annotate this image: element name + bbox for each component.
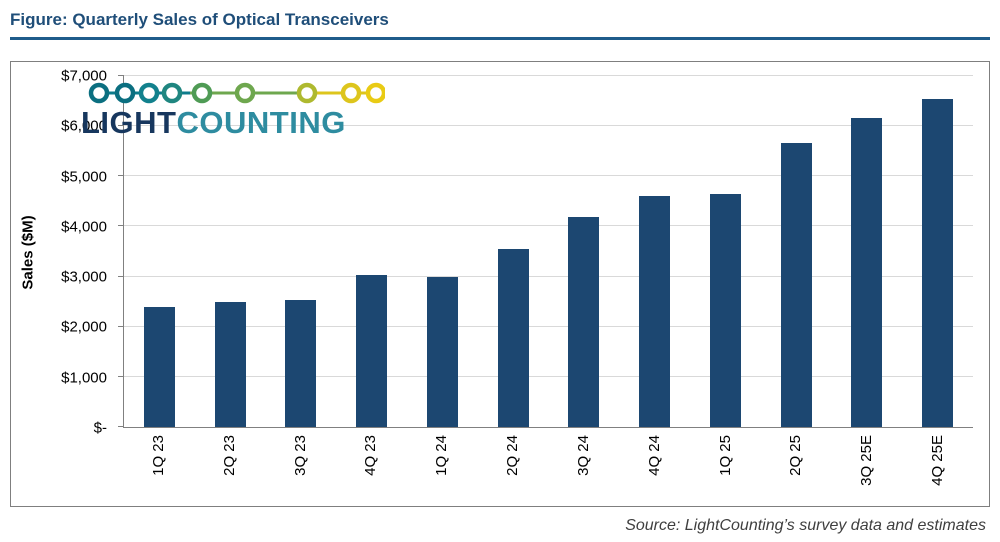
source-note: Source: LightCounting’s survey data and … [625, 517, 986, 534]
lightcounting-logo-text: LIGHTCOUNTING [81, 105, 401, 140]
logo-fiber-node [114, 82, 136, 104]
bar-slot [549, 76, 620, 427]
bar [639, 196, 671, 427]
gridline [124, 275, 973, 277]
gridline [124, 375, 973, 377]
x-label-slot: 1Q 25 [690, 428, 761, 506]
y-tick-label: $4,000 [61, 218, 107, 236]
bar-slot [619, 76, 690, 427]
gridline [124, 125, 973, 127]
bar [851, 117, 883, 427]
bar [285, 300, 317, 427]
y-tick-label: $- [93, 419, 107, 437]
y-tick-mark [118, 426, 124, 427]
x-tick-label: 2Q 23 [220, 435, 238, 476]
x-tick-label: 4Q 24 [645, 435, 663, 476]
lightcounting-logo-graphic [88, 82, 385, 104]
y-tick-mark [118, 175, 124, 177]
y-tick-mark [118, 375, 124, 377]
logo-fiber-node [234, 82, 256, 104]
y-tick-mark [118, 75, 124, 76]
figure-header: Figure: Quarterly Sales of Optical Trans… [10, 0, 990, 40]
y-tick-label: $5,000 [61, 168, 107, 186]
y-axis-title: Sales ($M) [11, 76, 45, 428]
x-tick-label: 2Q 25 [787, 435, 805, 476]
bar-slot [266, 76, 337, 427]
bar [568, 216, 600, 427]
logo-text-counting: COUNTING [176, 105, 346, 140]
x-tick-label: 1Q 23 [149, 435, 167, 476]
bar [356, 274, 388, 427]
x-tick-label: 1Q 24 [433, 435, 451, 476]
x-tick-label: 4Q 25E [929, 435, 947, 486]
gridline [124, 75, 973, 76]
bar [780, 143, 812, 427]
y-tick-label: $1,000 [61, 369, 107, 387]
bar [497, 248, 529, 427]
y-tick-mark [118, 125, 124, 127]
x-label-slot: 2Q 23 [194, 428, 265, 506]
logo-fiber-node [365, 82, 385, 104]
bar-slot [761, 76, 832, 427]
gridline [124, 175, 973, 177]
y-tick-mark [118, 275, 124, 277]
bar-slot [124, 76, 195, 427]
logo-fiber-node [161, 82, 183, 104]
x-tick-label: 4Q 23 [362, 435, 380, 476]
x-label-slot: 2Q 24 [477, 428, 548, 506]
bar-slot [902, 76, 973, 427]
x-axis-labels: 1Q 23 2Q 23 3Q 23 4Q 23 1Q 24 2Q 24 3Q 24 4Q 24… [123, 428, 973, 506]
bar-slot [832, 76, 903, 427]
x-tick-label: 2Q 24 [504, 435, 522, 476]
y-tick-label: $7,000 [61, 67, 107, 85]
gridline [124, 225, 973, 227]
bar [143, 306, 175, 427]
lightcounting-logo: LIGHTCOUNTING [81, 80, 401, 140]
y-tick-mark [118, 225, 124, 227]
bar-slot [478, 76, 549, 427]
y-tick-label: $3,000 [61, 268, 107, 286]
page-title: Figure: Quarterly Sales of Optical Trans… [10, 10, 389, 29]
x-tick-label: 3Q 23 [291, 435, 309, 476]
y-tick-label: $6,000 [61, 117, 107, 135]
y-axis-title-text: Sales ($M) [19, 214, 37, 290]
bar [922, 98, 954, 427]
bar-slot [336, 76, 407, 427]
gridline [124, 325, 973, 327]
logo-fiber-node [138, 82, 160, 104]
x-label-slot: 3Q 24 [548, 428, 619, 506]
x-label-slot: 4Q 25E [902, 428, 973, 506]
bar [214, 301, 246, 427]
y-tick-label: $2,000 [61, 318, 107, 336]
x-label-slot: 1Q 24 [406, 428, 477, 506]
bar [709, 193, 741, 427]
x-tick-label: 3Q 24 [574, 435, 592, 476]
x-label-slot: 1Q 23 [123, 428, 194, 506]
x-label-slot: 3Q 23 [265, 428, 336, 506]
logo-fiber-node [340, 82, 362, 104]
bar [426, 276, 458, 427]
bars [124, 76, 973, 427]
x-label-slot: 3Q 25E [831, 428, 902, 506]
bar-slot [195, 76, 266, 427]
y-axis-ticks: $- $1,000 $2,000 $3,000 $4,000 $5,000 $6,000 $7… [45, 68, 117, 437]
x-label-slot: 2Q 25 [760, 428, 831, 506]
logo-fiber-node [88, 82, 110, 104]
logo-fiber-node [296, 82, 318, 104]
x-label-slot: 4Q 23 [335, 428, 406, 506]
bar-slot [690, 76, 761, 427]
y-tick-mark [118, 325, 124, 327]
logo-text-light: LIGHT [81, 105, 177, 140]
x-tick-label: 3Q 25E [858, 435, 876, 486]
logo-fiber-node [191, 82, 213, 104]
bar-slot [407, 76, 478, 427]
chart-frame: Sales ($M) $- $1,000 $2,000 $3,000 $4,000 $5,… [10, 61, 990, 507]
plot-area [118, 75, 973, 428]
x-tick-label: 1Q 25 [716, 435, 734, 476]
x-label-slot: 4Q 24 [619, 428, 690, 506]
